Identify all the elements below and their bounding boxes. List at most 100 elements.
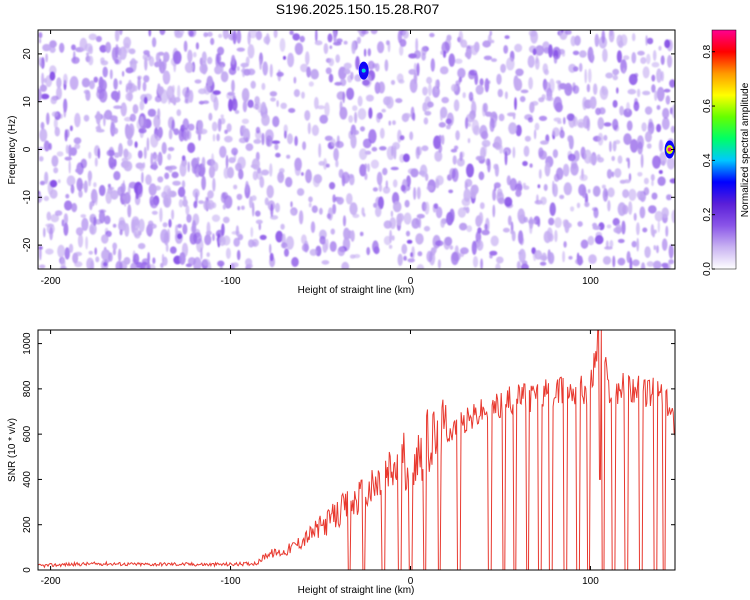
heatmap-cell bbox=[648, 205, 657, 214]
heatmap-cell bbox=[224, 129, 228, 134]
heatmap-cell bbox=[227, 91, 236, 96]
heatmap-cell bbox=[195, 42, 199, 50]
heatmap-cell bbox=[150, 152, 154, 167]
heatmap-cell bbox=[355, 56, 360, 70]
heatmap-cell bbox=[545, 134, 550, 143]
heatmap-cell bbox=[113, 78, 118, 90]
heatmap-cell bbox=[38, 246, 43, 250]
heatmap-cell bbox=[528, 30, 538, 37]
heatmap-cell bbox=[50, 214, 60, 223]
heatmap-cell bbox=[657, 176, 666, 186]
heatmap-cell bbox=[44, 171, 49, 185]
heatmap-cell bbox=[250, 226, 254, 238]
heatmap-cell bbox=[623, 55, 630, 61]
heatmap-cell bbox=[329, 182, 336, 190]
heatmap-cell bbox=[279, 168, 285, 174]
heatmap-cell bbox=[629, 257, 633, 269]
heatmap-cell bbox=[177, 85, 181, 100]
heatmap-cell bbox=[349, 174, 355, 186]
heatmap-cell bbox=[236, 66, 240, 71]
y-tick-label: 1000 bbox=[22, 332, 33, 355]
heatmap-cell bbox=[231, 79, 235, 93]
heatmap-cell bbox=[165, 243, 169, 253]
heatmap-cell bbox=[383, 220, 392, 229]
heatmap-cell bbox=[71, 202, 78, 213]
heatmap-cell bbox=[114, 30, 120, 42]
heatmap-cell bbox=[552, 183, 558, 197]
heatmap-cell bbox=[289, 30, 294, 35]
heatmap-cell bbox=[134, 141, 138, 149]
heatmap-cell bbox=[172, 180, 181, 186]
heatmap-cell bbox=[120, 183, 126, 194]
heatmap-cell bbox=[468, 91, 474, 102]
heatmap-cell bbox=[185, 204, 190, 216]
heatmap-cell bbox=[449, 245, 454, 250]
heatmap-cell bbox=[152, 257, 156, 265]
heatmap-cell bbox=[95, 256, 100, 263]
heatmap-cell bbox=[421, 145, 429, 152]
heatmap-cell bbox=[328, 58, 335, 67]
heatmap-cell bbox=[438, 144, 443, 153]
heatmap-cell bbox=[587, 235, 595, 246]
heatmap-cell bbox=[465, 117, 469, 130]
spectrogram-x-label: Height of straight line (km) bbox=[298, 285, 415, 296]
heatmap-cell bbox=[628, 73, 638, 86]
heatmap-cell bbox=[661, 238, 668, 251]
heatmap-cell bbox=[543, 81, 551, 93]
heatmap-cell bbox=[308, 196, 313, 203]
heatmap-cell bbox=[132, 104, 139, 114]
heatmap-cell bbox=[492, 204, 496, 218]
heatmap-cell bbox=[593, 83, 598, 95]
heatmap-cell bbox=[46, 211, 52, 221]
y-tick-label: 20 bbox=[22, 48, 33, 60]
heatmap-cell bbox=[484, 223, 488, 231]
heatmap-cell bbox=[498, 113, 505, 122]
heatmap-cell bbox=[53, 167, 59, 174]
heatmap-cell bbox=[434, 150, 443, 162]
heatmap-cell bbox=[586, 83, 591, 93]
heatmap-cell bbox=[671, 104, 675, 119]
heatmap-cell bbox=[402, 153, 410, 163]
heatmap-cell bbox=[261, 101, 267, 113]
heatmap-cell bbox=[276, 71, 284, 77]
heatmap-cell bbox=[417, 251, 423, 257]
heatmap-cell bbox=[357, 30, 361, 33]
heatmap-cell bbox=[145, 174, 152, 185]
heatmap-cell bbox=[669, 178, 675, 184]
heatmap-cell bbox=[182, 223, 188, 235]
heatmap-cell bbox=[146, 137, 150, 151]
heatmap-cell bbox=[68, 144, 72, 158]
heatmap-cell bbox=[384, 59, 389, 72]
heatmap-cell bbox=[459, 151, 463, 162]
heatmap-cell bbox=[421, 46, 427, 56]
heatmap-cell bbox=[427, 101, 434, 108]
heatmap-cell bbox=[370, 30, 378, 35]
heatmap-cell bbox=[294, 163, 301, 176]
heatmap-cell bbox=[538, 169, 542, 179]
heatmap-cell bbox=[285, 176, 293, 188]
heatmap-cell bbox=[65, 144, 69, 154]
heatmap-cell bbox=[552, 127, 560, 137]
y-tick-label: 400 bbox=[22, 471, 33, 488]
heatmap-cell bbox=[127, 204, 132, 218]
heatmap-cell bbox=[105, 41, 112, 54]
heatmap-cell bbox=[652, 50, 657, 61]
heatmap-cell bbox=[435, 206, 443, 219]
heatmap-cell bbox=[113, 56, 122, 65]
heatmap-cell bbox=[533, 129, 537, 140]
heatmap-cell bbox=[667, 54, 673, 68]
heatmap-cell bbox=[81, 217, 89, 231]
heatmap-cell bbox=[429, 32, 435, 38]
x-tick-label: -200 bbox=[41, 576, 61, 587]
heatmap-cell bbox=[475, 155, 483, 161]
heatmap-cell bbox=[73, 137, 82, 145]
heatmap-cell bbox=[611, 155, 615, 162]
heatmap-cell bbox=[504, 35, 510, 39]
heatmap-cell bbox=[636, 135, 645, 150]
heatmap-cell bbox=[354, 111, 358, 124]
heatmap-cell bbox=[614, 139, 621, 145]
heatmap-cell bbox=[201, 156, 206, 168]
heatmap-cell bbox=[169, 246, 177, 254]
heatmap-cell bbox=[514, 43, 523, 53]
heatmap-cell bbox=[440, 218, 445, 228]
